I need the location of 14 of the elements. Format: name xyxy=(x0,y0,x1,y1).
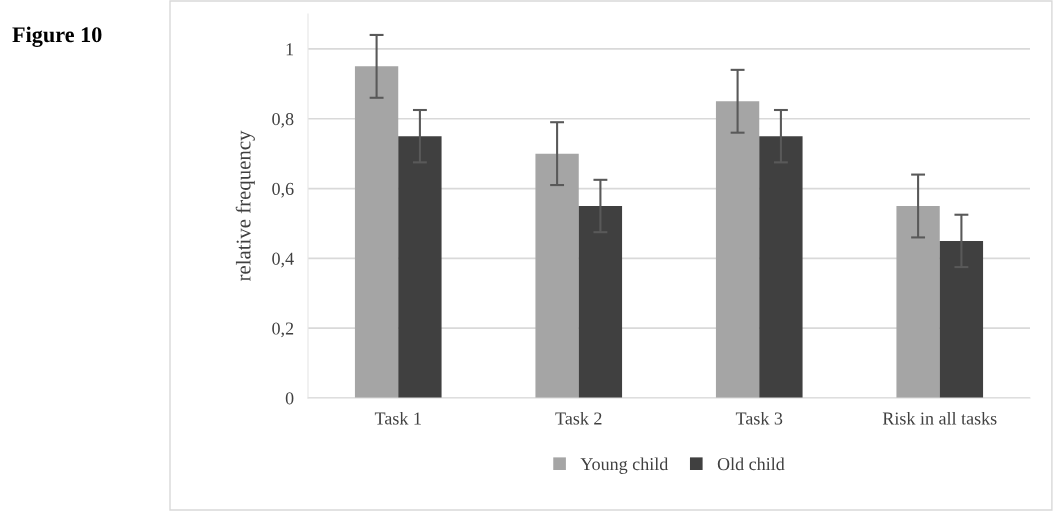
y-tick-label: 0,2 xyxy=(272,322,294,338)
y-tick-label: 0,8 xyxy=(272,112,294,128)
caption: Figure 10 xyxy=(12,26,102,47)
x-tick-label: Risk in all tasks xyxy=(882,411,997,425)
x-tick-label: Task 1 xyxy=(374,411,421,425)
y-tick-label: 0 xyxy=(285,392,294,405)
y-tick-label: 1 xyxy=(286,43,294,56)
x-tick-label: Task 2 xyxy=(555,411,602,425)
y-tick-label: 0,4 xyxy=(272,252,294,268)
y-tick-label: 0,6 xyxy=(272,182,294,198)
legend-label: Young child xyxy=(580,457,669,474)
y-axis-title: relative frequency xyxy=(235,130,255,282)
x-tick-label: Task 3 xyxy=(735,411,783,425)
legend-label: Old child xyxy=(717,457,785,471)
